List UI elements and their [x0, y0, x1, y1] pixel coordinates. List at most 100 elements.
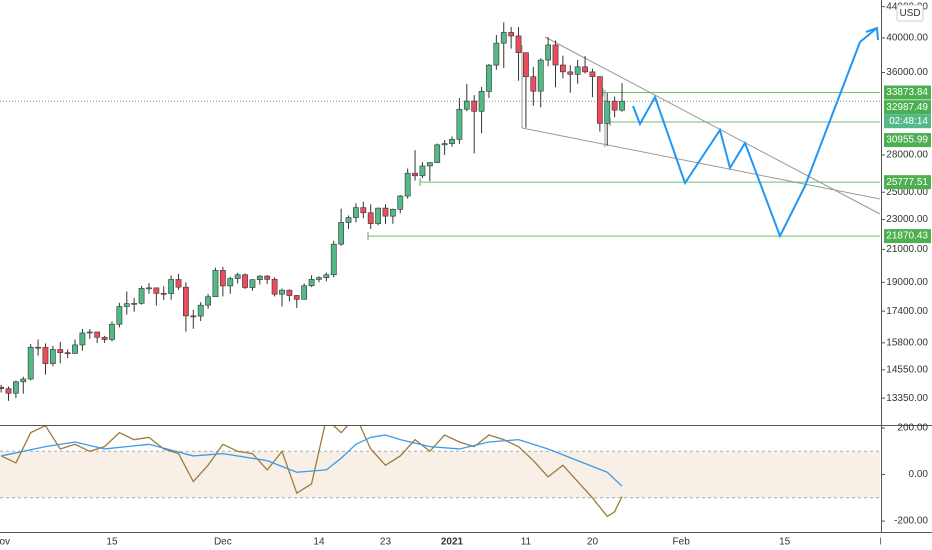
candle-body [109, 323, 115, 340]
y-tick-label: 23000.00 [886, 214, 928, 225]
candle-body [404, 172, 411, 197]
candle-body [375, 207, 381, 224]
candle-body [286, 289, 293, 296]
candle-body [449, 139, 455, 144]
x-tick-label: 2021 [441, 537, 464, 548]
candle-body [338, 222, 345, 245]
candle-body [360, 207, 367, 214]
candle-body [168, 279, 175, 294]
x-tick-label: Dec [214, 537, 232, 548]
indicator-panel [0, 425, 880, 518]
candle-body [323, 274, 330, 278]
candle-body [434, 144, 441, 163]
candle-body [574, 66, 581, 75]
candle-body [463, 100, 470, 110]
candle-body [567, 71, 574, 75]
trend-line [521, 127, 880, 200]
candle-body [367, 212, 374, 224]
candle-body [441, 143, 448, 146]
candle-body [301, 285, 308, 300]
forecast-arrow [865, 26, 879, 41]
currency-box [896, 4, 924, 22]
y-tick-label: 15800.00 [886, 337, 928, 348]
candle-body [515, 35, 522, 53]
candle-body [382, 207, 389, 217]
candle-body [560, 64, 566, 73]
candle-body [426, 162, 433, 167]
candle-body [0, 386, 4, 389]
last-price-box [884, 100, 931, 115]
candle-body [500, 32, 507, 44]
candle-body [308, 279, 315, 287]
candle-body [242, 274, 248, 288]
candle-body [508, 32, 515, 37]
x-tick-label: 14 [313, 537, 325, 548]
level-label: 33873.84 [886, 87, 928, 98]
candle-body [345, 217, 352, 223]
y-tick-label: 28000.00 [886, 150, 928, 161]
x-tick-label: 11 [521, 537, 532, 548]
candle-body [353, 207, 359, 218]
trend-line [544, 36, 880, 215]
last-price-label: 32987.49 [886, 102, 928, 113]
y-tick-label: 25000.00 [886, 187, 928, 198]
indicator-line [0, 425, 623, 518]
time-axis: Nov 15 Dec 14 23 2021 11 20 Feb 15 Mar [0, 537, 898, 548]
candle-body [412, 172, 418, 177]
candle-body [330, 243, 337, 276]
candle-body [197, 304, 204, 317]
candle-body [190, 315, 197, 318]
candle-body [146, 287, 152, 290]
x-tick-label: 23 [380, 537, 392, 548]
candle-body [49, 349, 56, 364]
y-tick-label: 200.00 [897, 423, 928, 434]
y-tick-label: 40000.00 [886, 33, 928, 44]
candle-body [293, 295, 300, 300]
candle-body [153, 287, 160, 294]
currency: USD [899, 8, 920, 19]
x-tick-label: Mar [880, 537, 898, 548]
candle-body [5, 388, 12, 394]
candle-body [478, 91, 485, 112]
candle-body [279, 289, 285, 295]
y-tick-label: 21000.00 [886, 244, 928, 255]
price-axis: 44000.0040000.0036000.0028000.0025000.00… [881, 1, 931, 527]
candle-body [486, 64, 492, 92]
candle-body [72, 344, 78, 354]
y-tick-label: 14550.00 [886, 365, 928, 376]
candle-body [131, 303, 138, 305]
y-tick-label: -200.00 [894, 516, 928, 527]
candle-body [552, 44, 559, 66]
candle-body [175, 279, 182, 288]
level-label-box [884, 133, 931, 148]
y-tick-label: 13350.00 [886, 393, 928, 404]
candle-body [471, 100, 478, 112]
candle-body [604, 100, 611, 124]
candle-body [611, 100, 618, 111]
y-tick-label: 36000.00 [886, 67, 928, 78]
candle-body [271, 279, 278, 295]
y-tick-label: 19000.00 [886, 277, 928, 288]
level-label: 21870.43 [886, 231, 928, 242]
candle-body [57, 349, 64, 354]
candle-body [589, 71, 596, 77]
candle-body [20, 378, 27, 383]
candle-body [619, 100, 625, 111]
candle-body [264, 275, 271, 280]
candle-body [493, 42, 500, 66]
candle-body [316, 277, 322, 280]
candle-body [530, 76, 537, 92]
level-label-box [884, 85, 931, 100]
candle-body [79, 332, 86, 346]
candle-body [123, 303, 130, 307]
candle-body [13, 381, 19, 394]
candle-body [419, 165, 426, 177]
candle-body [582, 66, 588, 73]
x-tick-label: Nov [0, 537, 10, 548]
x-tick-label: Feb [673, 537, 691, 548]
candle-body [64, 352, 71, 355]
candle-body [183, 286, 189, 317]
candle-body [537, 59, 544, 92]
